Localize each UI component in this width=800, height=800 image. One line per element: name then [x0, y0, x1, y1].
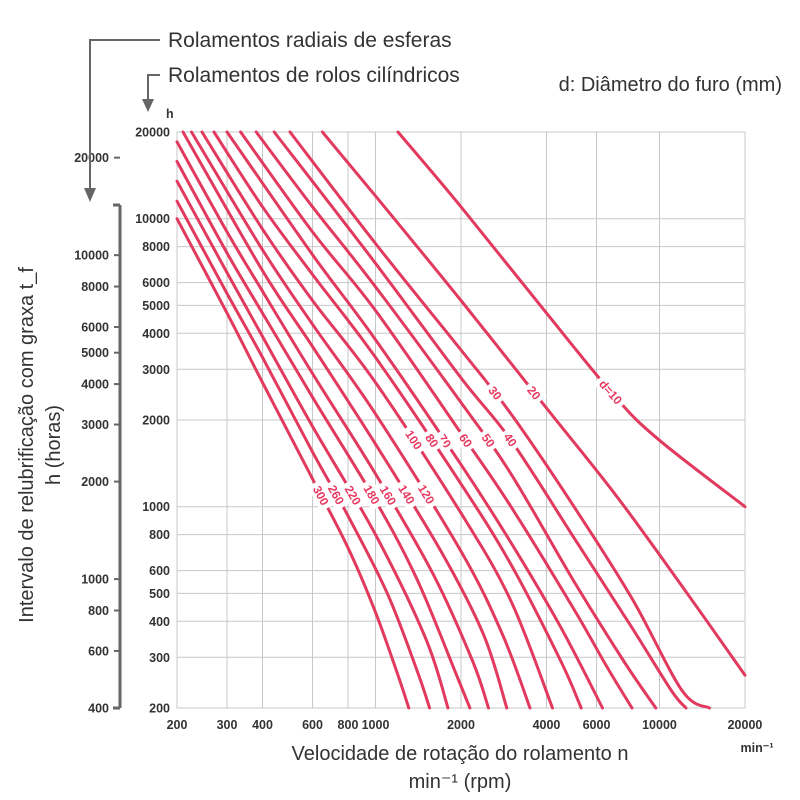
- y-tick-label-roller: 8000: [142, 240, 170, 254]
- x-unit-label: min⁻¹: [741, 741, 774, 755]
- y-tick-label-ball: 8000: [81, 280, 109, 294]
- curve-260: [175, 199, 432, 710]
- curve-d10: [396, 130, 747, 509]
- curve-label-group: 60: [453, 427, 479, 454]
- tick-labels: 200 300 400 600 800 1000 2000 4000 6000 10000 2000…: [74, 126, 762, 733]
- curve-120: [190, 130, 532, 710]
- y-tick-label-ball: 5000: [81, 346, 109, 360]
- x-tick-label: 600: [302, 718, 323, 732]
- curve-label-background: [412, 478, 441, 511]
- y-tick-label-roller: 10000: [135, 212, 170, 226]
- x-tick-label: 20000: [728, 718, 763, 732]
- curve-label-background: [374, 479, 403, 512]
- curve-label-background: [482, 379, 508, 407]
- curve-140: [181, 130, 509, 710]
- x-tick-label: 1000: [362, 718, 390, 732]
- curve-220: [175, 179, 450, 710]
- curve-label-group: 50: [475, 427, 502, 454]
- y-tick-label-roller: 200: [149, 702, 170, 716]
- y-tick-label-ball: 800: [88, 604, 109, 618]
- y-tick-label-roller: 5000: [142, 299, 170, 313]
- y-axis-label-line1: Intervalo de relubrificação com graxa t_…: [16, 267, 38, 623]
- roller-bearing-arrow-icon: [142, 99, 154, 112]
- y-tick-label-roller: 4000: [142, 327, 170, 341]
- ball-bearing-leader-line: [89, 39, 160, 190]
- curve-label-background: [419, 427, 445, 454]
- grid: [176, 131, 746, 709]
- curve-label-background: [322, 478, 351, 511]
- x-tick-label: 2000: [447, 718, 475, 732]
- x-tick-label: 4000: [533, 718, 561, 732]
- y-tick-label-roller: 1000: [142, 500, 170, 514]
- curve-50: [254, 130, 658, 710]
- curve-80: [212, 130, 583, 710]
- y-tick-label-roller: 500: [149, 587, 170, 601]
- x-tick-label: 10000: [642, 718, 677, 732]
- curve-label-background: [399, 423, 429, 456]
- x-axis-label-line1: Velocidade de rotação do rolamento n: [292, 743, 629, 765]
- x-tick-label: 300: [217, 718, 238, 732]
- y-axis-label-line2: h (horas): [43, 405, 65, 485]
- y-tick-label-ball: 10000: [74, 249, 109, 263]
- y-tick-label-roller: 20000: [135, 126, 170, 140]
- y-tick-label-roller: 6000: [142, 276, 170, 290]
- y-tick-label-roller: 800: [149, 528, 170, 542]
- y-tick-label-ball: 600: [88, 644, 109, 658]
- curve-180: [175, 160, 472, 710]
- y-tick-label-ball: 3000: [81, 418, 109, 432]
- y-unit-label: h: [166, 107, 174, 121]
- y-tick-label-roller: 2000: [142, 414, 170, 428]
- y-tick-label-ball: 4000: [81, 378, 109, 392]
- y-tick-label-roller: 3000: [142, 363, 170, 377]
- ball-bearing-annotation: Rolamentos radiais de esferas: [168, 29, 452, 52]
- y-tick-label-ball: 1000: [81, 573, 109, 587]
- y-tick-label-roller: 400: [149, 615, 170, 629]
- curve-label-background: [497, 426, 524, 453]
- chart-title: d: Diâmetro do furo (mm): [559, 74, 782, 96]
- y-tick-label-ball: 20000: [74, 151, 109, 165]
- roller-bearing-leader-line: [147, 74, 160, 100]
- x-tick-label: 400: [252, 718, 273, 732]
- curve-label-background: [521, 379, 548, 406]
- y-tick-label-roller: 600: [149, 564, 170, 578]
- roller-bearing-annotation: Rolamentos de rolos cilíndricos: [168, 64, 460, 87]
- curve-labels: d=10203040506070801001201401601802202603…: [307, 373, 629, 512]
- curves: [175, 130, 747, 710]
- x-tick-label: 800: [338, 718, 359, 732]
- curve-label-background: [453, 427, 479, 454]
- curve-20: [320, 130, 747, 677]
- y-tick-label-ball: 400: [88, 702, 109, 716]
- curve-label-background: [307, 479, 335, 512]
- curve-label-background: [475, 427, 502, 454]
- x-tick-label: 6000: [583, 718, 611, 732]
- curve-label-background: [357, 478, 387, 511]
- y-tick-label-ball: 6000: [81, 321, 109, 335]
- curve-40: [272, 130, 688, 710]
- curve-label-background: [593, 373, 629, 411]
- ball-bearing-arrow-icon: [84, 188, 96, 202]
- x-tick-label: 200: [167, 718, 188, 732]
- curve-100: [200, 130, 554, 710]
- curve-label-group: 20: [521, 379, 548, 406]
- curve-label-background: [339, 478, 368, 512]
- y-tick-label-roller: 300: [149, 651, 170, 665]
- curve-label-group: 40: [497, 426, 524, 453]
- curve-label-background: [432, 427, 458, 454]
- curve-label-group: 30: [482, 379, 508, 407]
- x-axis-label-line2: min⁻¹ (rpm): [409, 771, 512, 793]
- curve-300: [175, 217, 411, 710]
- curve-30: [288, 130, 711, 710]
- curve-160: [175, 140, 490, 710]
- y-tick-label-ball: 2000: [81, 475, 109, 489]
- curve-label-group: 120: [412, 478, 441, 511]
- curve-label-background: [392, 478, 422, 511]
